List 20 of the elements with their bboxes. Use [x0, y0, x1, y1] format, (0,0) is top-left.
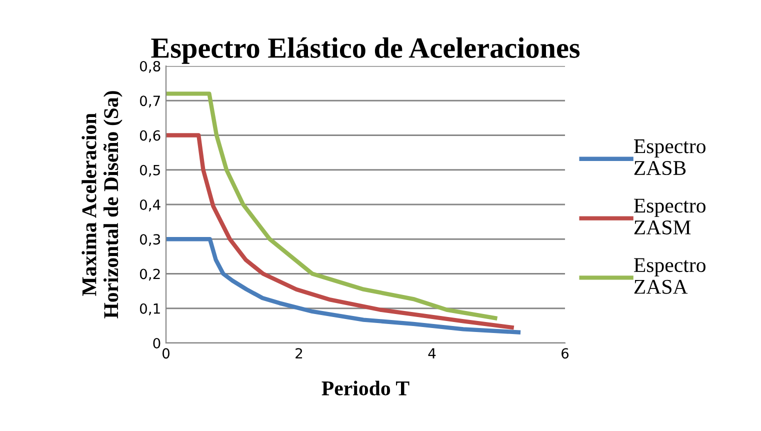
line-series — [166, 237, 521, 334]
y-tick-label: 0 — [153, 338, 160, 348]
y-tick-label: 0,3 — [140, 234, 160, 246]
y-tick-label: 0,1 — [140, 303, 160, 316]
y-axis-title: Maxima Aceleracion Horizontal de Diseño (Sa) — [82, 91, 122, 318]
x-tick-label: 0 — [162, 348, 170, 359]
y-tick-label: 0,5 — [140, 164, 160, 177]
y-tick-label: 0,7 — [140, 96, 160, 108]
x-tick-label: 2 — [296, 348, 302, 358]
line-series — [166, 92, 498, 320]
x-tick-label: 4 — [428, 348, 436, 358]
legend-label: Espectro ZASM — [634, 198, 706, 234]
line-series — [166, 133, 514, 330]
legend-label: Espectro ZASA — [634, 258, 706, 294]
x-axis-title: Periodo T — [322, 380, 410, 396]
y-tick-label: 0,4 — [140, 199, 160, 212]
x-tick-label: 6 — [562, 348, 569, 359]
y-tick-label: 0,6 — [140, 130, 160, 142]
legend-label: Espectro ZASB — [634, 139, 706, 176]
y-tick-label: 0,2 — [140, 268, 160, 281]
